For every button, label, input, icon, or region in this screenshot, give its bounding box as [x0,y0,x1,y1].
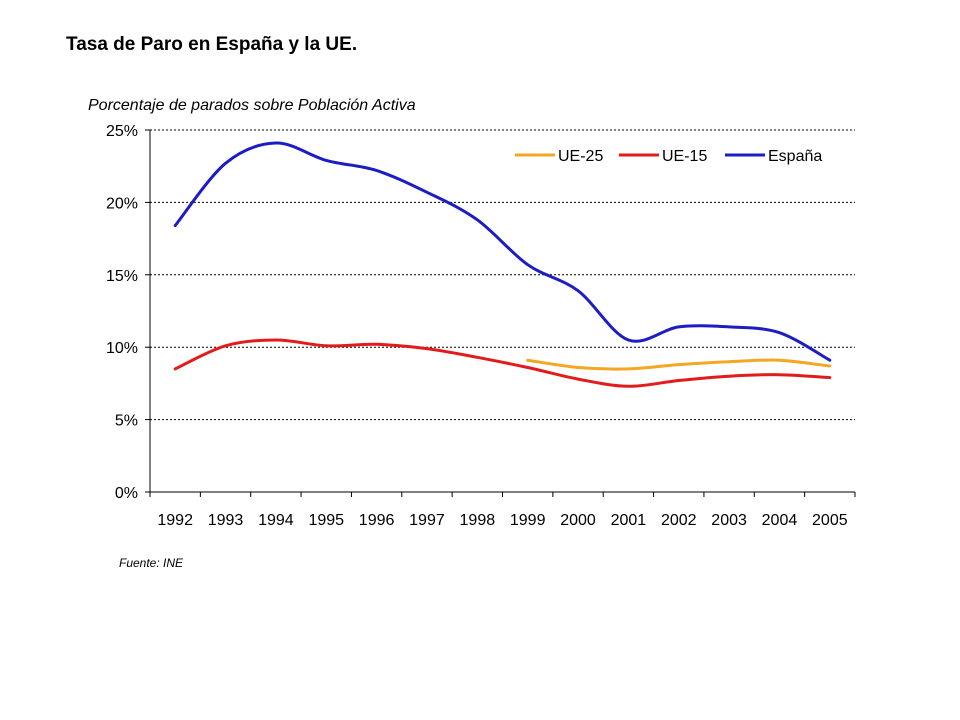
y-tick-label: 20% [106,195,138,212]
x-tick-label: 1992 [157,512,193,529]
x-tick-label: 2004 [762,512,798,529]
x-tick-label: 2000 [560,512,596,529]
x-tick-label: 1999 [510,512,546,529]
series-layer [173,141,832,388]
x-tick-label: 2001 [611,512,647,529]
page-title: Tasa de Paro en España y la UE. [66,34,358,55]
legend-label-ue-25: UE-25 [558,148,603,165]
x-tick-label: 2005 [812,512,848,529]
series-line-ue-15 [173,338,832,388]
source-note: Fuente: INE [119,556,184,570]
y-tick-label: 15% [106,268,138,285]
y-tick-label: 25% [106,123,138,140]
legend-label-espa-a: España [768,148,822,165]
x-tick-label: 1994 [258,512,294,529]
x-tick-label: 1993 [208,512,244,529]
x-tick-label: 2002 [661,512,697,529]
legend-label-ue-15: UE-15 [662,148,707,165]
series-line-espa-a [173,141,832,362]
x-tick-label: 1995 [308,512,344,529]
grid-layer [150,129,855,421]
legend: UE-25 UE-15 España [515,148,822,165]
chart-subtitle: Porcentaje de parados sobre Población Ac… [88,97,416,114]
x-tick-label: 1998 [460,512,496,529]
y-tick-label: 5% [115,413,138,430]
y-tick-label: 0% [115,485,138,502]
axes-layer: 0% 5% 10% 15% 20% 25% 1992 1993 1994 1995 1996 1997… [106,123,856,529]
y-tick-label: 10% [106,340,138,357]
x-tick-label: 1997 [409,512,445,529]
series-line-ue-25 [526,358,832,371]
x-tick-label: 2003 [711,512,747,529]
x-tick-label: 1996 [359,512,395,529]
